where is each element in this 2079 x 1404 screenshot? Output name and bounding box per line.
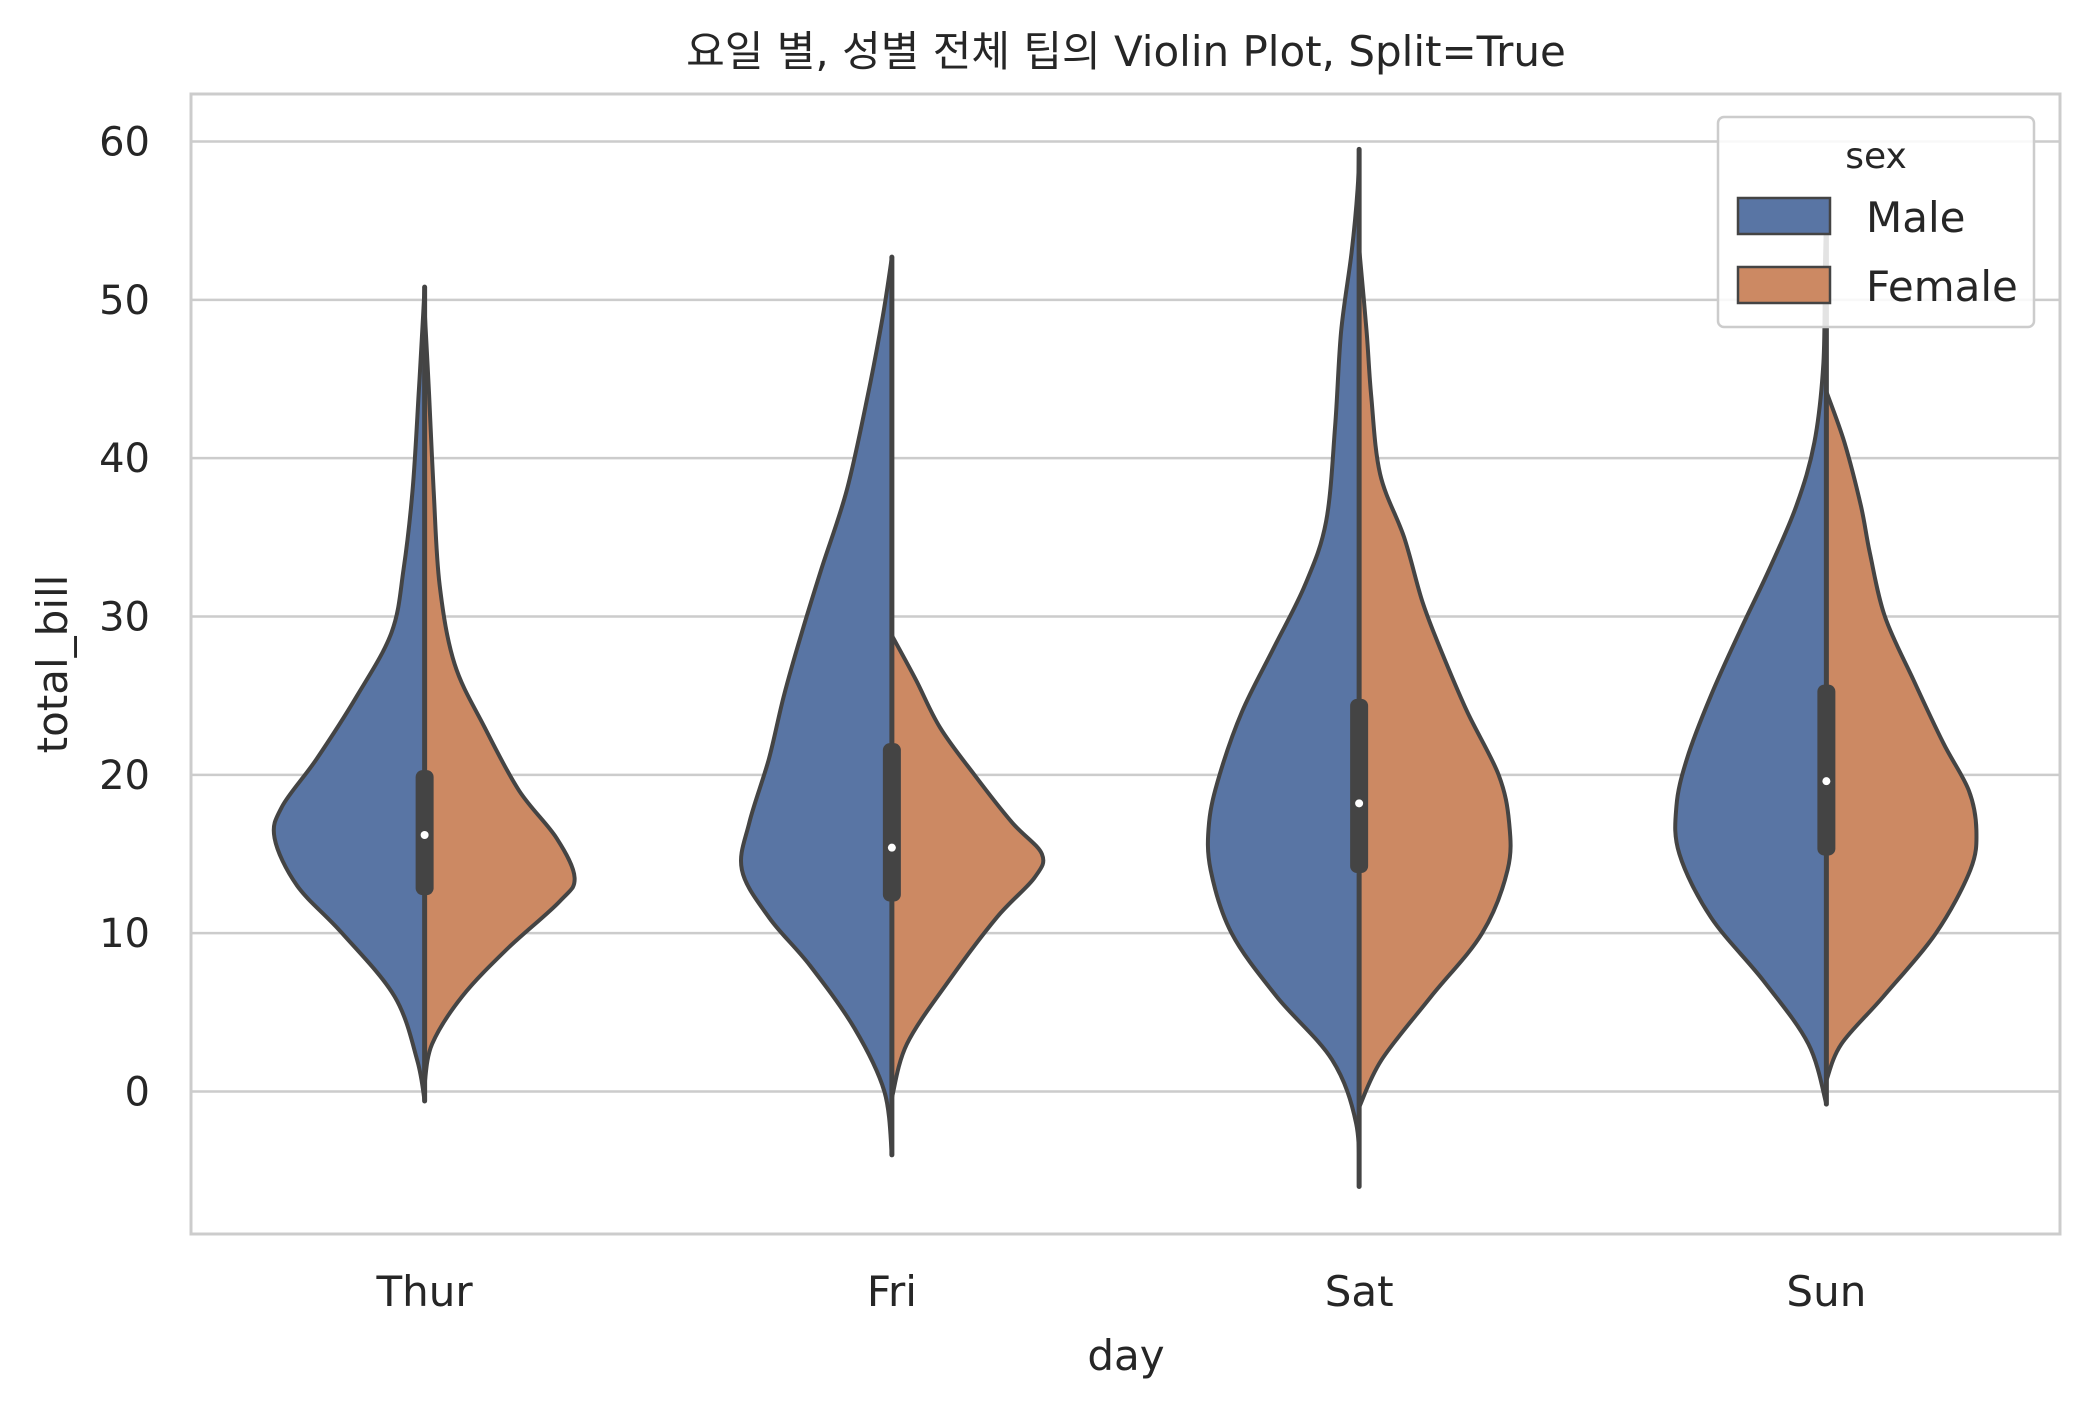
x-tick-label: Fri — [867, 1267, 917, 1316]
violin-male-thur — [271, 285, 427, 1103]
x-tick-label: Sat — [1325, 1267, 1394, 1316]
y-tick-labels: 0 10 20 30 40 50 60 — [99, 120, 150, 1116]
median-point-fri — [887, 843, 896, 852]
legend-label-female: Female — [1866, 262, 2018, 311]
y-tick-label: 10 — [99, 911, 150, 957]
legend-swatch-female — [1736, 265, 1832, 305]
iqr-box-fri — [882, 743, 901, 902]
violin-male-fri — [739, 255, 894, 1157]
median-point-sat — [1355, 799, 1364, 808]
y-tick-label: 40 — [99, 436, 150, 482]
chart-title: 요일 별, 성별 전체 팁의 Violin Plot, Split=True — [686, 27, 1566, 76]
median-point-sun — [1822, 777, 1831, 786]
violin-female-sat — [1357, 245, 1513, 1110]
median-point-thur — [420, 831, 429, 839]
x-tick-labels: Thur Fri Sat Sun — [376, 1267, 1867, 1316]
y-axis-label: total_bill — [28, 575, 77, 754]
violin-female-sun — [1824, 389, 1979, 1083]
violin-female-thur — [422, 307, 577, 1086]
plot-frame — [189, 92, 2062, 1236]
iqr-box-sun — [1817, 684, 1836, 856]
legend: sex Male Female — [1716, 115, 2036, 329]
violin-female-fri — [889, 633, 1046, 1100]
violins — [271, 146, 1979, 1189]
x-tick-label: Thur — [376, 1267, 474, 1316]
iqr-box-sat — [1350, 698, 1369, 873]
x-tick-label: Sun — [1786, 1267, 1866, 1316]
legend-swatch-male — [1736, 196, 1832, 236]
y-tick-label: 60 — [99, 120, 150, 166]
violin-male-sat — [1205, 147, 1362, 1189]
y-tick-label: 50 — [99, 278, 150, 324]
y-tick-label: 0 — [125, 1070, 150, 1116]
y-tick-label: 30 — [99, 595, 150, 641]
y-tick-label: 20 — [99, 753, 150, 799]
legend-label-male: Male — [1866, 193, 1965, 242]
x-axis-label: day — [1087, 1331, 1164, 1380]
violin-male-sun — [1673, 198, 1829, 1107]
legend-title: sex — [1845, 136, 1907, 177]
